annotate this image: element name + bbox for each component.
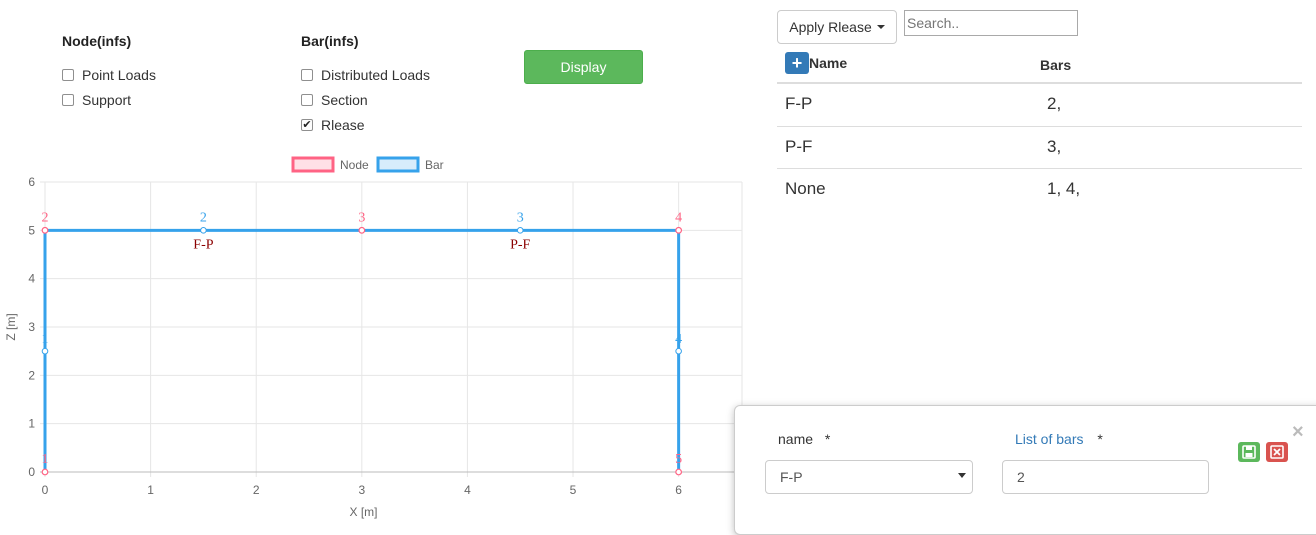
bar-midpoint <box>41 347 49 355</box>
close-icon[interactable]: × <box>1292 421 1304 443</box>
release-checkbox[interactable]: ✔ <box>301 118 313 131</box>
y-axis-title: Z [m] <box>4 313 18 340</box>
name-field-label: name * <box>778 431 830 447</box>
y-tick-label: 5 <box>28 223 35 237</box>
bars-label-text[interactable]: List of bars <box>1015 431 1084 447</box>
bars-list-value: 2 <box>1017 469 1025 485</box>
release-name-cell: F-P <box>785 94 813 113</box>
release-bars-cell: 2, <box>1047 94 1062 113</box>
y-tick-label: 1 <box>28 417 35 431</box>
delete-button[interactable] <box>1266 442 1288 462</box>
bars-field-label: List of bars * <box>1015 431 1103 447</box>
bars-list-input[interactable]: 2 <box>1002 460 1209 494</box>
node-point <box>41 226 49 234</box>
node-point <box>675 226 683 234</box>
y-tick-label: 6 <box>28 175 35 189</box>
distributed-loads-option[interactable]: Distributed Loads <box>301 65 430 85</box>
table-header-divider <box>777 82 1302 84</box>
release-name-select[interactable]: F-P <box>765 460 973 494</box>
y-tick-label: 3 <box>28 320 35 334</box>
x-tick-label: 6 <box>675 483 682 497</box>
add-release-button[interactable]: + <box>785 52 809 74</box>
x-tick-label: 4 <box>464 483 471 497</box>
node-point <box>675 468 683 476</box>
distributed-loads-label: Distributed Loads <box>321 67 430 83</box>
section-label: Section <box>321 92 368 108</box>
table-row[interactable]: P-F 3, <box>777 126 1302 168</box>
legend-swatch <box>376 156 420 173</box>
release-label: Rlease <box>321 117 365 133</box>
point-loads-label: Point Loads <box>82 67 156 83</box>
section-option[interactable]: Section <box>301 90 368 110</box>
x-tick-label: 0 <box>42 483 49 497</box>
x-axis-title: X [m] <box>349 505 377 519</box>
node-point <box>358 226 366 234</box>
save-button[interactable] <box>1238 442 1260 462</box>
release-name-value: F-P <box>780 469 803 485</box>
y-tick-label: 2 <box>28 368 35 382</box>
display-button[interactable]: Display <box>524 50 643 84</box>
release-option[interactable]: ✔ Rlease <box>301 115 365 135</box>
point-loads-checkbox[interactable] <box>62 69 74 81</box>
x-tick-label: 2 <box>253 483 260 497</box>
y-tick-label: 0 <box>28 465 35 479</box>
name-column-header: Name <box>809 55 848 71</box>
release-bars-cell: 1, 4, <box>1047 179 1081 198</box>
support-checkbox[interactable] <box>62 94 74 106</box>
node-point <box>41 468 49 476</box>
delete-icon <box>1270 445 1284 459</box>
legend-label: Node <box>340 158 369 172</box>
bar-options-title: Bar(infs) <box>301 33 359 49</box>
search-input[interactable] <box>904 10 1078 36</box>
release-bars-cell: 3, <box>1047 137 1062 156</box>
release-label: P-F <box>510 237 530 252</box>
name-required-mark: * <box>824 431 831 447</box>
distributed-loads-checkbox[interactable] <box>301 69 313 81</box>
node-options-title: Node(infs) <box>62 33 132 49</box>
name-label-text: name <box>778 431 814 447</box>
apply-release-dropdown[interactable]: Apply Rlease <box>777 10 897 44</box>
plus-icon: + <box>791 52 803 73</box>
bar-midpoint <box>200 227 207 234</box>
table-row[interactable]: F-P 2, <box>777 84 1302 126</box>
x-tick-label: 3 <box>358 483 365 497</box>
release-edit-popup: name * List of bars * F-P 2 × <box>734 405 1316 535</box>
legend-swatch <box>291 156 335 173</box>
support-label: Support <box>82 92 132 108</box>
y-tick-label: 4 <box>28 272 35 286</box>
release-label: F-P <box>193 237 213 252</box>
apply-release-label: Apply Rlease <box>789 19 872 35</box>
bar-id-label: 3 <box>517 210 524 225</box>
section-checkbox[interactable] <box>301 94 313 106</box>
x-tick-label: 5 <box>570 483 577 497</box>
release-name-cell: P-F <box>785 137 813 156</box>
bars-column-header: Bars <box>1040 57 1072 73</box>
node-id-label: 5 <box>675 452 682 467</box>
bar-midpoint <box>675 347 682 355</box>
node-id-label: 3 <box>358 210 365 225</box>
point-loads-option[interactable]: Point Loads <box>62 65 156 85</box>
bar-id-label: 2 <box>200 210 207 225</box>
save-icon <box>1242 445 1256 459</box>
support-option[interactable]: Support <box>62 90 131 110</box>
legend-label: Bar <box>425 158 444 172</box>
release-name-cell: None <box>785 179 826 198</box>
node-id-label: 1 <box>42 452 49 467</box>
bar-id-label: 1 <box>42 332 49 347</box>
caret-down-icon <box>876 25 885 29</box>
bars-required-mark: * <box>1097 431 1103 447</box>
x-tick-label: 1 <box>147 483 154 497</box>
node-id-label: 4 <box>675 210 682 225</box>
bar-midpoint <box>516 227 524 234</box>
node-id-label: 2 <box>42 210 49 225</box>
table-row[interactable]: None 1, 4, <box>777 168 1302 210</box>
select-arrow-icon <box>958 473 966 478</box>
bar-id-label: 4 <box>675 332 682 347</box>
